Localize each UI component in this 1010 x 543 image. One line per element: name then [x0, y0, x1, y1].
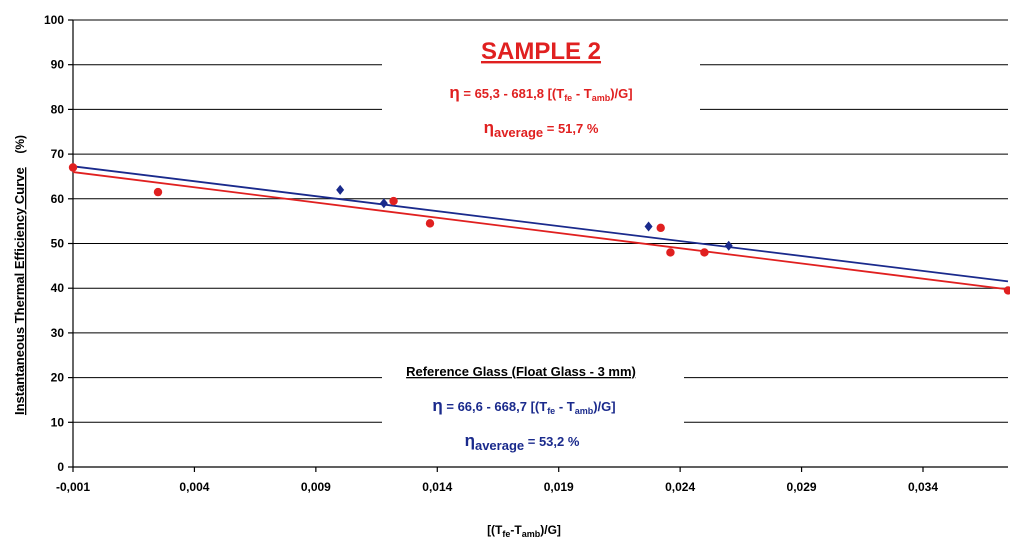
sample-data-point: [1003, 286, 1010, 295]
y-axis-label-group: Instantaneous Thermal Efficiency Curve (…: [12, 135, 27, 415]
trend-lines: [72, 165, 1009, 291]
sample-average: ηaverage = 51,7 %: [484, 118, 599, 140]
x-tick-label: 0,009: [301, 480, 331, 494]
sample-data-point: [153, 187, 163, 197]
y-tick-label: 60: [51, 192, 65, 206]
x-axis-label-part: [(T: [487, 523, 503, 537]
sample-data-point: [425, 219, 435, 228]
x-tick-label: 0,034: [908, 480, 938, 494]
equation-sub: amb: [592, 93, 611, 103]
eta-symbol: η: [484, 118, 494, 137]
x-tick-label: 0,004: [179, 480, 209, 494]
y-tick-label: 90: [51, 58, 65, 72]
sample-data-point: [666, 248, 675, 257]
reference-data-point: [724, 240, 733, 251]
x-axis-label-part: )/G]: [540, 523, 561, 537]
x-tick-label: 0,019: [544, 480, 574, 494]
x-tick-labels: -0,001 0,004 0,009 0,014 0,019 0,024 0,029 0,03…: [56, 480, 938, 494]
y-tick-label: 80: [51, 102, 65, 116]
y-tick-label: 0: [57, 460, 64, 474]
x-axis-label-sub: fe: [502, 529, 510, 539]
sample-fit-line: [72, 171, 1009, 291]
y-tick-label: 50: [51, 237, 65, 251]
y-axis-unit: (%): [13, 135, 27, 154]
svg-text:Instantaneous Thermal Efficien: Instantaneous Thermal Efficiency Curve (…: [12, 135, 27, 415]
eta-symbol: η: [465, 431, 475, 450]
chart-title: SAMPLE 2: [481, 38, 601, 65]
sample-data-point: [656, 223, 665, 233]
reference-equation: η = 66,6 - 668,7 [(Tfe - Tamb)/G]: [432, 396, 615, 416]
sample-data-point: [700, 248, 709, 257]
x-tick-label: -0,001: [56, 480, 90, 494]
y-tick-label: 100: [44, 13, 64, 27]
equation-sub: fe: [547, 406, 555, 416]
eta-symbol: η: [432, 396, 442, 415]
reference-data-point: [379, 198, 388, 209]
annotation-background: [382, 362, 684, 458]
y-axis-label: Instantaneous Thermal Efficiency Curve: [12, 167, 27, 415]
reference-average: ηaverage = 53,2 %: [465, 431, 580, 453]
axes: [68, 19, 1008, 472]
equation-text: = 66,6 - 668,7 [(T: [443, 399, 547, 414]
eta-symbol: η: [449, 83, 459, 102]
y-tick-label: 20: [51, 371, 65, 385]
equation-text: - T: [572, 86, 592, 101]
reference-heading: Reference Glass (Float Glass - 3 mm): [406, 364, 636, 379]
average-sub: average: [494, 125, 543, 140]
sample-data-point: [68, 163, 78, 172]
data-points: [68, 163, 1010, 295]
equation-sub: fe: [564, 93, 572, 103]
equation-text: - T: [555, 399, 575, 414]
x-tick-label: 0,014: [422, 480, 452, 494]
reference-data-point: [336, 184, 345, 195]
equation-text: = 65,3 - 681,8 [(T: [460, 86, 564, 101]
average-value: = 53,2 %: [524, 434, 580, 449]
y-tick-label: 40: [51, 281, 65, 295]
equation-text: )/G]: [593, 399, 615, 414]
annotation-backgrounds: [382, 33, 700, 458]
x-axis-label-part: -T: [510, 523, 522, 537]
x-tick-label: 0,029: [787, 480, 817, 494]
y-tick-label: 10: [51, 415, 65, 429]
reference-fit-line: [72, 165, 1009, 283]
average-sub: average: [475, 438, 524, 453]
equation-sub: amb: [575, 406, 594, 416]
x-axis-label-sub: amb: [522, 529, 541, 539]
y-tick-label: 30: [51, 326, 65, 340]
annotation-background: [382, 33, 700, 145]
reference-data-point: [644, 221, 653, 232]
x-axis-label: [(Tfe-Tamb)/G]: [487, 523, 561, 539]
y-tick-label: 70: [51, 147, 65, 161]
average-value: = 51,7 %: [543, 121, 599, 136]
equation-text: )/G]: [610, 86, 632, 101]
sample-equation: η = 65,3 - 681,8 [(Tfe - Tamb)/G]: [449, 83, 632, 103]
sample-data-point: [389, 196, 398, 206]
x-tick-label: 0,024: [665, 480, 695, 494]
y-tick-labels: 0 10 20 30 40 50 60 70 80 90 100: [44, 13, 64, 474]
